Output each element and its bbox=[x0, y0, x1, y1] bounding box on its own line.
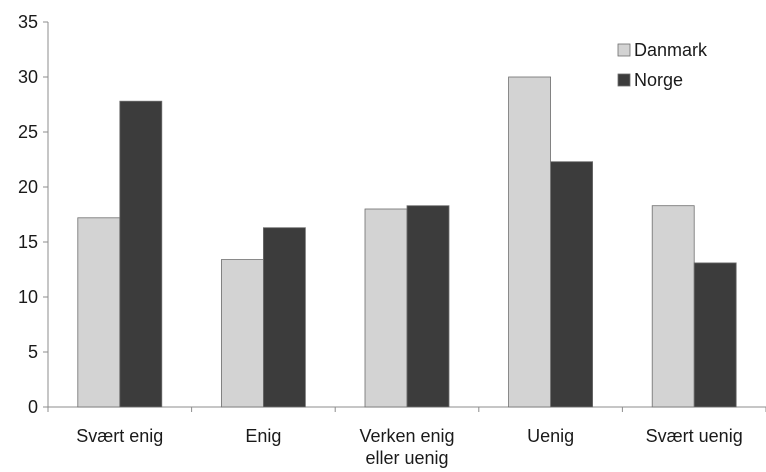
bars bbox=[77, 76, 737, 408]
legend-label-danmark: Danmark bbox=[634, 40, 708, 60]
bar-norge-0 bbox=[119, 100, 163, 408]
legend-swatch-norge bbox=[617, 73, 631, 87]
bar-norge-1 bbox=[262, 227, 306, 408]
y-tick-label: 5 bbox=[28, 342, 38, 362]
x-category-label-line: Svært enig bbox=[76, 426, 163, 446]
y-tick-label: 30 bbox=[18, 67, 38, 87]
x-category-label-line: Enig bbox=[245, 426, 281, 446]
legend-label-norge: Norge bbox=[634, 70, 683, 90]
x-category-label-line: eller uenig bbox=[365, 448, 448, 468]
bar-danmark-4 bbox=[651, 205, 695, 408]
bar-danmark-0 bbox=[77, 217, 121, 408]
x-category-label-line: Uenig bbox=[527, 426, 574, 446]
x-category-label-line: Svært uenig bbox=[646, 426, 743, 446]
bar-danmark-1 bbox=[220, 259, 264, 408]
x-category-label: Svært uenig bbox=[646, 426, 743, 446]
y-tick-label: 15 bbox=[18, 232, 38, 252]
y-tick-label: 35 bbox=[18, 12, 38, 32]
y-tick-label: 20 bbox=[18, 177, 38, 197]
y-tick-label: 0 bbox=[28, 397, 38, 417]
bar-norge-3 bbox=[550, 161, 593, 408]
x-category-label: Verken enig eller uenig bbox=[359, 426, 454, 468]
legend: Danmark Norge bbox=[617, 40, 708, 90]
bar-norge-2 bbox=[406, 205, 450, 408]
bar-danmark-3 bbox=[508, 76, 552, 408]
bar-danmark-2 bbox=[364, 208, 408, 408]
y-tick-label: 25 bbox=[18, 122, 38, 142]
x-category-label: Uenig bbox=[527, 426, 574, 446]
x-category-label-line: Verken enig bbox=[359, 426, 454, 446]
y-axis: 0 5 10 15 20 25 30 35 bbox=[18, 12, 49, 417]
legend-swatch-danmark bbox=[617, 43, 631, 57]
x-axis: Svært enig Enig Verken enig eller uenig Ueni… bbox=[47, 406, 766, 468]
x-category-label: Svært enig bbox=[76, 426, 163, 446]
y-tick-label: 10 bbox=[18, 287, 38, 307]
x-category-label: Enig bbox=[245, 426, 281, 446]
bar-norge-4 bbox=[693, 262, 737, 408]
